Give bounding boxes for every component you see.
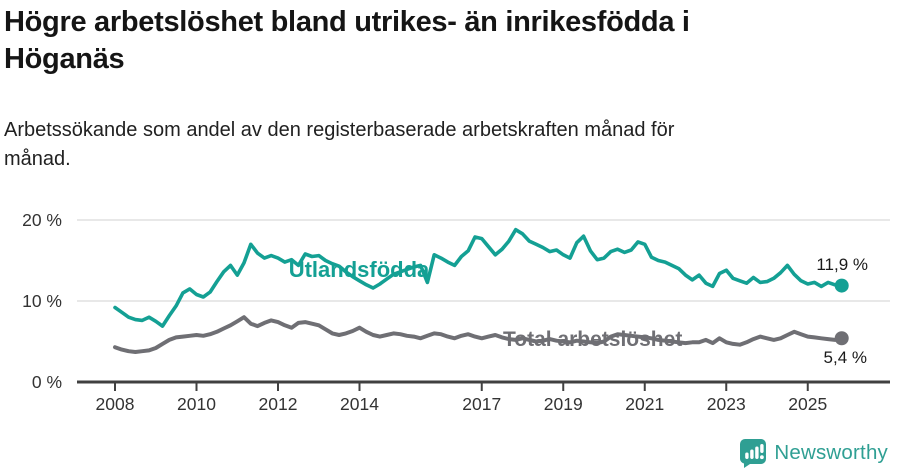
x-tick-label-2017: 2017 [462,394,501,414]
utlandsfodda-end-dot [834,278,849,293]
total-end-dot [834,331,849,346]
newsworthy-logo: Newsworthy [739,438,888,468]
y-tick-label-10: 10 % [22,291,62,311]
chart-svg: 2008 2010 2012 2014 2017 2019 2021 2023 2025 20 … [22,210,890,414]
utlandsfodda-line [113,227,844,328]
y-tick-label-0: 0 % [32,372,62,392]
page-title: Högre arbetslöshet bland utrikes- än inr… [4,6,690,75]
end-value-utlandsfodda: 11,9 % [816,255,868,274]
total-line [113,315,844,354]
x-tick-label-2025: 2025 [788,394,827,414]
series-layer [113,227,844,354]
end-value-total: 5,4 % [824,348,867,367]
x-tick-label-2023: 2023 [707,394,746,414]
x-tick-label-2012: 2012 [259,394,298,414]
x-tick-label-2021: 2021 [625,394,664,414]
dots-layer [834,278,849,346]
x-tick-label-2014: 2014 [340,394,379,414]
x-tick-label-2010: 2010 [177,394,216,414]
axis-layer: 2008 2010 2012 2014 2017 2019 2021 2023 2025 [77,380,890,414]
series-label-utlandsfodda: Utlandsfödda [289,257,430,282]
x-tick-label-2008: 2008 [96,394,135,414]
chart-subtitle: Arbetssökande som andel av den registerb… [4,119,675,170]
grid-layer [77,219,890,302]
bar-chart-speech-bubble-icon [740,439,767,468]
y-tick-label-20: 20 % [22,210,62,230]
series-label-total: Total arbetslöshet [503,328,682,351]
brand-name: Newsworthy [774,441,888,464]
x-tick-label-2019: 2019 [544,394,583,414]
